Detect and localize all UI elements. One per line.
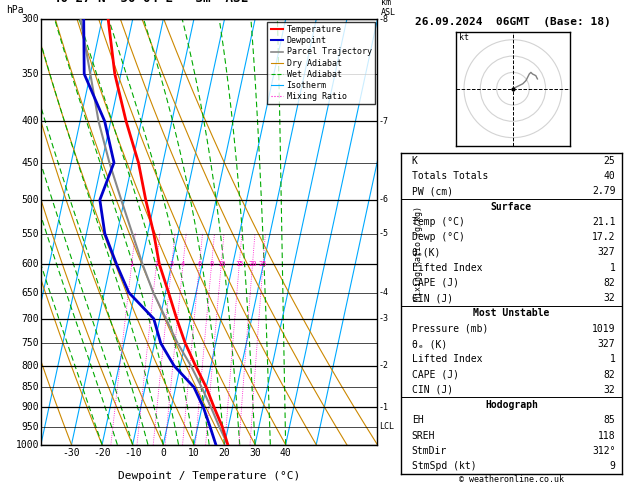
Text: 950: 950 [22,421,40,432]
Text: -2: -2 [379,362,389,370]
Text: Dewpoint / Temperature (°C): Dewpoint / Temperature (°C) [118,471,300,481]
Text: hPa: hPa [6,4,24,15]
Text: 85: 85 [604,416,615,425]
Text: 500: 500 [22,195,40,205]
Text: 0: 0 [160,448,166,457]
Text: 300: 300 [22,15,40,24]
Text: -30: -30 [63,448,81,457]
Text: Pressure (mb): Pressure (mb) [412,324,488,334]
Text: 20: 20 [218,448,230,457]
Text: -8: -8 [379,15,389,24]
Text: LCL: LCL [379,422,394,431]
Text: 82: 82 [604,278,615,288]
Text: EH: EH [412,416,423,425]
Text: 1: 1 [610,262,615,273]
Text: Dewp (°C): Dewp (°C) [412,232,465,242]
Text: 2.79: 2.79 [592,186,615,196]
Text: Lifted Index: Lifted Index [412,262,482,273]
Text: 450: 450 [22,157,40,168]
Text: 600: 600 [22,259,40,269]
Text: Lifted Index: Lifted Index [412,354,482,364]
Text: 9: 9 [610,461,615,471]
Text: 1019: 1019 [592,324,615,334]
Text: 17.2: 17.2 [592,232,615,242]
Text: 30: 30 [249,448,261,457]
Text: Totals Totals: Totals Totals [412,171,488,181]
Text: θₑ(K): θₑ(K) [412,247,441,258]
Text: SREH: SREH [412,431,435,441]
Text: 32: 32 [604,385,615,395]
Text: StmSpd (kt): StmSpd (kt) [412,461,476,471]
Text: 2: 2 [154,261,159,267]
Text: © weatheronline.co.uk: © weatheronline.co.uk [459,474,564,484]
Text: K: K [412,156,418,166]
Text: -20: -20 [93,448,111,457]
Text: -5: -5 [379,229,389,238]
Text: 32: 32 [604,293,615,303]
Text: km
ASL: km ASL [381,0,396,17]
Text: Temp (°C): Temp (°C) [412,217,465,227]
Text: CIN (J): CIN (J) [412,385,453,395]
Text: CAPE (J): CAPE (J) [412,369,459,380]
Text: CIN (J): CIN (J) [412,293,453,303]
Text: 25: 25 [604,156,615,166]
Text: 800: 800 [22,361,40,371]
Text: 3: 3 [170,261,174,267]
Text: 8: 8 [209,261,214,267]
Text: -10: -10 [124,448,142,457]
Text: 82: 82 [604,369,615,380]
Text: 21.1: 21.1 [592,217,615,227]
Text: 750: 750 [22,338,40,348]
Text: PW (cm): PW (cm) [412,186,453,196]
Text: -4: -4 [379,288,389,297]
Text: 1000: 1000 [16,440,40,450]
Text: 700: 700 [22,313,40,324]
Text: 1: 1 [610,354,615,364]
Text: 15: 15 [235,261,243,267]
Text: kt: kt [459,33,469,42]
Text: 40: 40 [604,171,615,181]
Text: 350: 350 [22,69,40,79]
Text: 25: 25 [259,261,267,267]
Text: 400: 400 [22,116,40,126]
Text: -3: -3 [379,314,389,323]
Text: Hodograph: Hodograph [485,400,538,410]
Legend: Temperature, Dewpoint, Parcel Trajectory, Dry Adiabat, Wet Adiabat, Isotherm, Mi: Temperature, Dewpoint, Parcel Trajectory… [267,22,375,104]
Text: 118: 118 [598,431,615,441]
Text: -7: -7 [379,117,389,125]
Text: 10: 10 [217,261,225,267]
Text: Surface: Surface [491,202,532,211]
Text: 327: 327 [598,339,615,349]
Text: 6: 6 [198,261,202,267]
Text: 40°27'N  50°04'E  -3m  ASL: 40°27'N 50°04'E -3m ASL [53,0,248,5]
Text: 327: 327 [598,247,615,258]
Text: 850: 850 [22,382,40,392]
Text: 26.09.2024  06GMT  (Base: 18): 26.09.2024 06GMT (Base: 18) [415,17,611,27]
Text: -6: -6 [379,195,389,205]
Text: 40: 40 [280,448,291,457]
Text: StmDir: StmDir [412,446,447,456]
Text: 20: 20 [248,261,257,267]
Text: 10: 10 [188,448,200,457]
Text: Mixing Ratio (g/kg): Mixing Ratio (g/kg) [414,206,423,301]
Text: Most Unstable: Most Unstable [473,309,550,318]
Text: 550: 550 [22,228,40,239]
Text: θₑ (K): θₑ (K) [412,339,447,349]
Text: 1: 1 [130,261,134,267]
Text: 900: 900 [22,402,40,413]
Text: 312°: 312° [592,446,615,456]
Text: 4: 4 [181,261,185,267]
Text: CAPE (J): CAPE (J) [412,278,459,288]
Text: -1: -1 [379,403,389,412]
Text: 650: 650 [22,288,40,297]
